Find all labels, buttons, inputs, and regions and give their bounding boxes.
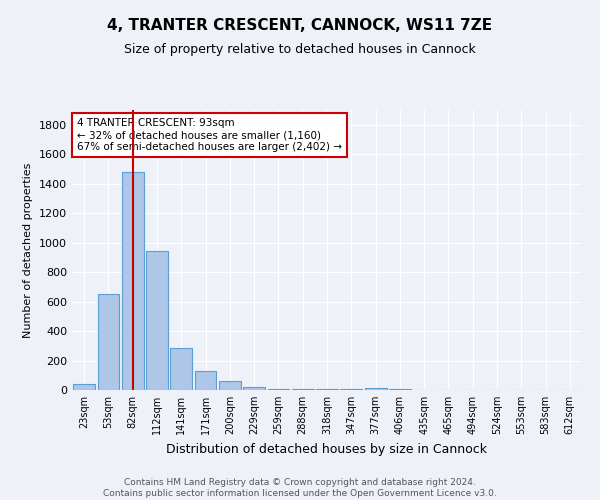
Bar bbox=[97, 294, 119, 390]
Bar bbox=[73, 384, 95, 390]
Text: 4, TRANTER CRESCENT, CANNOCK, WS11 7ZE: 4, TRANTER CRESCENT, CANNOCK, WS11 7ZE bbox=[107, 18, 493, 32]
Text: 4 TRANTER CRESCENT: 93sqm
← 32% of detached houses are smaller (1,160)
67% of se: 4 TRANTER CRESCENT: 93sqm ← 32% of detac… bbox=[77, 118, 342, 152]
X-axis label: Distribution of detached houses by size in Cannock: Distribution of detached houses by size … bbox=[167, 442, 487, 456]
Text: Size of property relative to detached houses in Cannock: Size of property relative to detached ho… bbox=[124, 42, 476, 56]
Bar bbox=[365, 388, 386, 390]
Y-axis label: Number of detached properties: Number of detached properties bbox=[23, 162, 34, 338]
Bar bbox=[194, 371, 217, 390]
Text: Contains HM Land Registry data © Crown copyright and database right 2024.
Contai: Contains HM Land Registry data © Crown c… bbox=[103, 478, 497, 498]
Bar bbox=[122, 172, 143, 390]
Bar bbox=[170, 348, 192, 390]
Bar bbox=[146, 252, 168, 390]
Bar bbox=[219, 381, 241, 390]
Bar bbox=[268, 388, 289, 390]
Bar bbox=[243, 387, 265, 390]
